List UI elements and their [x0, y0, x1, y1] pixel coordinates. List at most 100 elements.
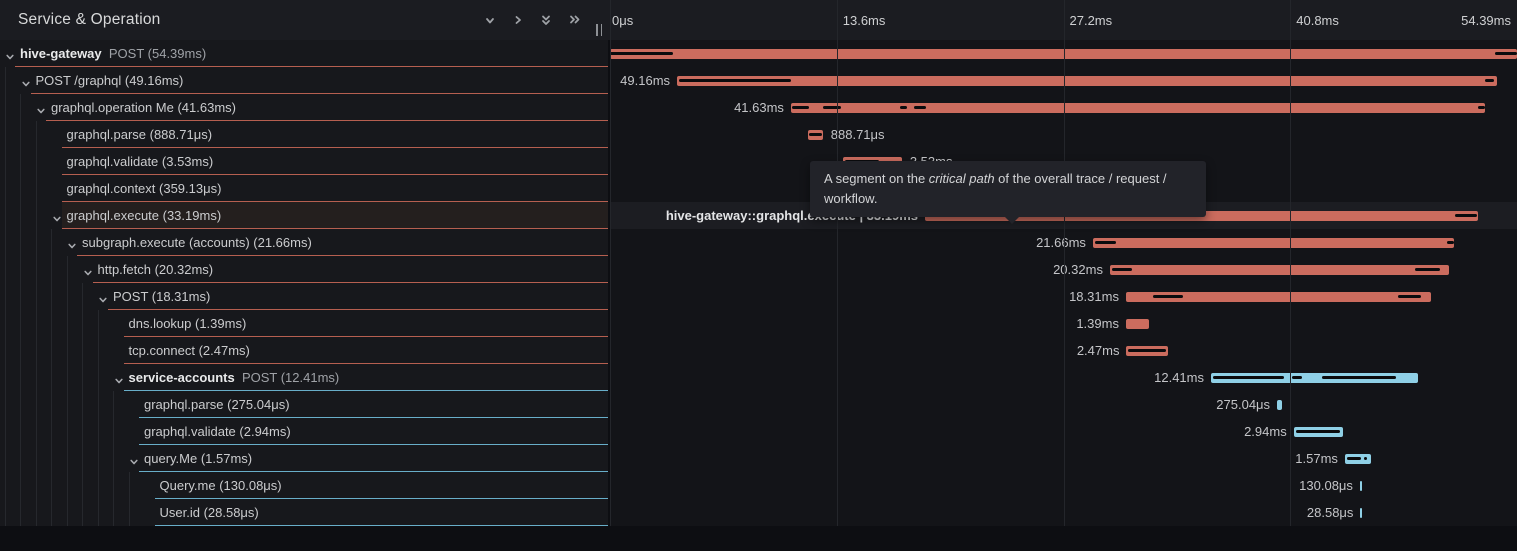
tree-row-sa-graphql-validate[interactable]: graphql.validate (2.94ms)	[0, 418, 608, 445]
indent-guide	[20, 445, 21, 472]
indent-guide	[35, 121, 37, 148]
chevron-down-icon[interactable]	[482, 12, 498, 28]
span-name-label: graphql.validate (2.94ms)	[144, 424, 291, 439]
axis-tick-label: 27.2ms	[1069, 13, 1113, 28]
indent-guide	[4, 418, 6, 445]
row-divider	[123, 363, 608, 364]
gridline	[1290, 0, 1292, 526]
row-divider	[61, 174, 608, 175]
critical-path-segment	[1495, 52, 1517, 55]
indent-guide	[35, 310, 37, 337]
span-row-graphql-operation-me[interactable]: 41.63ms	[610, 94, 1517, 121]
span-bar-query-me-resolver[interactable]	[1359, 480, 1363, 491]
panel-resize-handle[interactable]	[596, 24, 605, 36]
span-bar-service-accounts-post[interactable]	[1210, 372, 1418, 383]
tree-row-dns-lookup[interactable]: dns.lookup (1.39ms)	[0, 310, 608, 337]
span-row-sa-graphql-validate[interactable]: 2.94ms	[610, 418, 1517, 445]
tree-row-post-18ms[interactable]: POST (18.31ms)	[0, 283, 608, 310]
indent-guide	[35, 283, 37, 310]
span-row-subgraph-execute-accounts[interactable]: 21.66ms	[610, 229, 1517, 256]
span-bar-tcp-connect[interactable]	[1126, 345, 1168, 356]
row-divider	[154, 498, 608, 499]
chevron-down-icon[interactable]	[5, 49, 15, 59]
span-name-label: graphql.execute (33.19ms)	[66, 208, 222, 223]
span-row-tcp-connect[interactable]: 2.47ms	[610, 337, 1517, 364]
indent-guide	[97, 472, 99, 499]
axis-tick-label: 13.6ms	[842, 13, 886, 28]
page-title: Service & Operation	[18, 11, 161, 28]
row-divider	[139, 471, 608, 472]
tree-row-query-me-resolver[interactable]: Query.me (130.08μs)	[0, 472, 608, 499]
critical-path-segment	[1478, 106, 1486, 109]
span-row-post-18ms[interactable]: 18.31ms	[610, 283, 1517, 310]
tree-row-sa-graphql-parse[interactable]: graphql.parse (275.04μs)	[0, 391, 608, 418]
chevron-down-icon[interactable]	[98, 292, 108, 302]
span-bar-graphql-parse[interactable]	[807, 129, 823, 140]
service-name: service-accounts	[128, 370, 235, 385]
indent-guide	[4, 175, 6, 202]
indent-guide	[113, 418, 114, 445]
critical-path-segment	[1111, 268, 1133, 271]
span-name-label: graphql.context (359.13μs)	[66, 181, 222, 196]
tree-row-http-fetch[interactable]: http.fetch (20.32ms)	[0, 256, 608, 283]
tree-row-graphql-operation-me[interactable]: graphql.operation Me (41.63ms)	[0, 94, 608, 121]
span-bar-http-fetch[interactable]	[1109, 264, 1449, 275]
span-row-post-graphql[interactable]: 49.16ms	[610, 67, 1517, 94]
tree-row-post-graphql[interactable]: POST /graphql (49.16ms)	[0, 67, 608, 94]
tree-row-graphql-validate[interactable]: graphql.validate (3.53ms)	[0, 148, 608, 175]
indent-guide	[51, 283, 52, 310]
span-bar-query-me[interactable]	[1344, 453, 1372, 464]
chevron-down-icon[interactable]	[129, 454, 139, 464]
span-bar-graphql-operation-me[interactable]	[790, 102, 1486, 113]
span-bar-user-id[interactable]	[1360, 507, 1363, 518]
span-bar-subgraph-execute-accounts[interactable]	[1092, 237, 1455, 248]
indent-guide	[66, 310, 68, 337]
span-name-label: subgraph.execute (accounts) (21.66ms)	[82, 235, 312, 250]
chevron-right-icon[interactable]	[510, 12, 526, 28]
indent-guide	[35, 472, 37, 499]
span-bar-dns-lookup[interactable]	[1125, 318, 1150, 329]
chevron-down-icon[interactable]	[83, 265, 93, 275]
tree-row-graphql-parse[interactable]: graphql.parse (888.71μs)	[0, 121, 608, 148]
indent-guide	[51, 472, 52, 499]
chevron-down-icon[interactable]	[21, 76, 31, 86]
chevron-down-icon[interactable]	[114, 373, 124, 383]
gridline	[1063, 0, 1065, 526]
span-row-query-me[interactable]: 1.57ms	[610, 445, 1517, 472]
span-row-query-me-resolver[interactable]: 130.08μs	[610, 472, 1517, 499]
span-row-sa-graphql-parse[interactable]: 275.04μs	[610, 391, 1517, 418]
tree-row-tcp-connect[interactable]: tcp.connect (2.47ms)	[0, 337, 608, 364]
span-bar-sa-graphql-parse[interactable]	[1277, 399, 1282, 410]
chevrons-down-icon[interactable]	[538, 12, 554, 28]
chevrons-right-icon[interactable]	[566, 12, 582, 28]
span-row-user-id[interactable]: 28.58μs	[610, 499, 1517, 526]
tree-row-hive-gateway-post[interactable]: hive-gateway POST (54.39ms)	[0, 40, 608, 67]
indent-guide	[35, 364, 37, 391]
tree-row-query-me[interactable]: query.Me (1.57ms)	[0, 445, 608, 472]
row-divider	[30, 93, 608, 94]
row-divider	[139, 417, 608, 418]
span-bar-sa-graphql-validate[interactable]	[1293, 426, 1343, 437]
span-row-graphql-parse[interactable]: 888.71μs	[610, 121, 1517, 148]
span-row-service-accounts-post[interactable]: 12.41ms	[610, 364, 1517, 391]
span-bar-post-18ms[interactable]	[1125, 291, 1432, 302]
tree-row-subgraph-execute-accounts[interactable]: subgraph.execute (accounts) (21.66ms)	[0, 229, 608, 256]
chevron-down-icon[interactable]	[52, 211, 62, 221]
critical-path-tooltip: A segment on the critical path of the ov…	[810, 161, 1206, 224]
indent-guide	[82, 310, 83, 337]
indent-guide	[113, 472, 114, 499]
tree-row-graphql-execute[interactable]: graphql.execute (33.19ms)	[0, 202, 608, 229]
span-bar-post-graphql[interactable]	[677, 75, 1497, 86]
chevron-down-icon[interactable]	[36, 103, 46, 113]
tree-row-graphql-context[interactable]: graphql.context (359.13μs)	[0, 175, 608, 202]
critical-path-segment	[1213, 376, 1285, 379]
tree-row-service-accounts-post[interactable]: service-accounts POST (12.41ms)	[0, 364, 608, 391]
chevron-down-icon[interactable]	[67, 238, 77, 248]
indent-guide	[113, 391, 114, 418]
indent-guide	[4, 229, 6, 256]
indent-guide	[4, 256, 6, 283]
span-row-dns-lookup[interactable]: 1.39ms	[610, 310, 1517, 337]
indent-guide	[82, 418, 83, 445]
span-row-http-fetch[interactable]: 20.32ms	[610, 256, 1517, 283]
tree-row-user-id[interactable]: User.id (28.58μs)	[0, 499, 608, 526]
